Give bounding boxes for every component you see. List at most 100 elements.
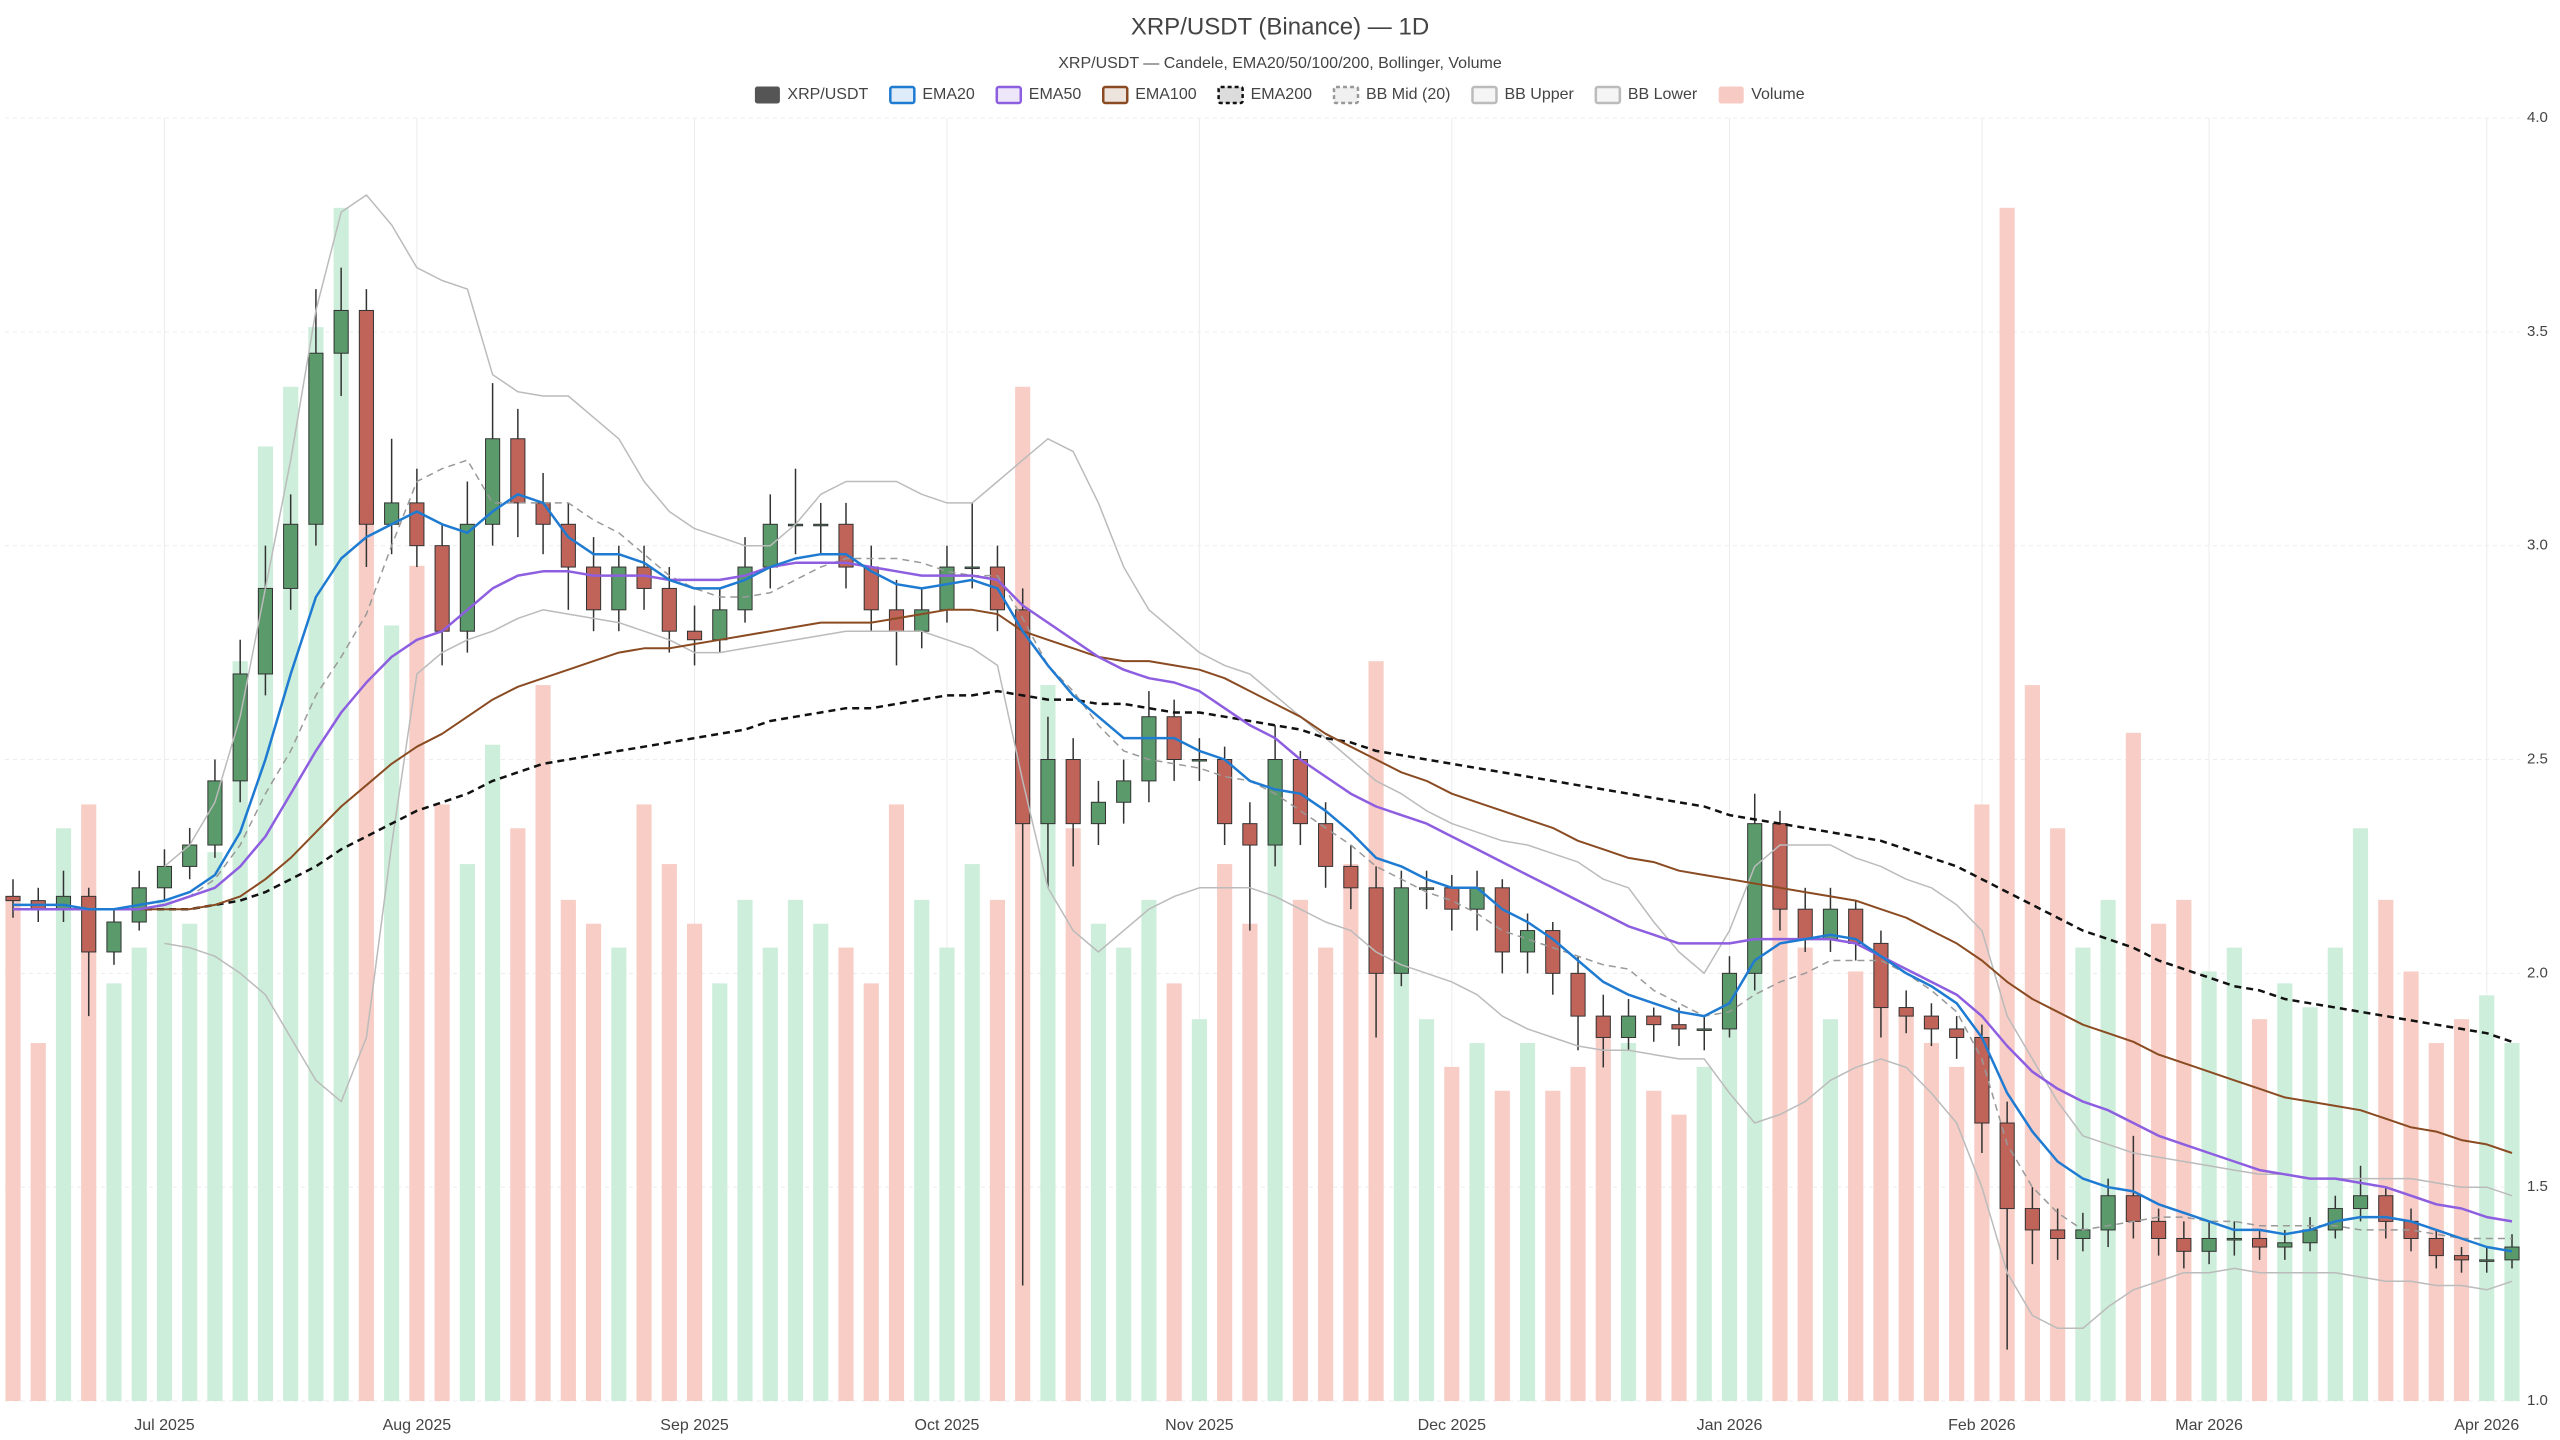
candle-body [1116,780,1132,803]
candle-body [813,523,829,527]
x-tick-label: Feb 2026 [1948,1417,2016,1434]
volume-bar [409,565,425,1401]
axis-layer: 1.0 1.5 2.0 2.5 3.0 3.5 4.0 Jul 2025 Aug 2025 Sep… [134,109,2548,1434]
candle-body [2024,1208,2040,1231]
volume-bar [1620,1043,1637,1401]
candle-body [2050,1229,2066,1239]
volume-bar [1999,207,2015,1401]
volume-bar [1721,1019,1738,1401]
volume-bar [232,661,248,1401]
volume-bar [1065,828,1081,1401]
volume-bar [2428,1043,2444,1401]
volume-bar [737,899,753,1401]
volume-bar [1696,1066,1712,1401]
candle-body [283,523,299,589]
legend-swatch [995,85,1023,105]
volume-bar [1671,1114,1687,1401]
volume-bar [434,804,450,1401]
candle-body [1065,759,1081,825]
volume-bar [55,828,72,1401]
y-tick-label: 2.5 [2527,750,2548,767]
candle-body [1646,1015,1662,1026]
volume-bar [1343,864,1359,1401]
candle-body [1090,801,1106,825]
legend-label: BB Mid (20) [1366,86,1450,103]
candle-body [2100,1195,2116,1231]
indicator-line [13,493,2513,1253]
volume-bar [1318,947,1334,1401]
volume-bar [1090,923,1106,1401]
legend-swatch [1471,85,1498,105]
y-tick-label: 2.0 [2527,964,2548,981]
legend-swatch [754,86,780,104]
candle-body [2125,1195,2141,1222]
y-tick-label: 1.5 [2527,1178,2548,1195]
volume-bar [2352,828,2369,1401]
volume-bar [1797,947,1813,1401]
volume-layer [5,207,2520,1401]
candle-body [1595,1015,1611,1038]
volume-bar [510,828,526,1401]
volume-bar [131,947,147,1401]
volume-bar [2378,899,2394,1401]
legend-label: EMA50 [1029,86,1082,103]
volume-bar [2302,1007,2318,1401]
candle-body [333,309,349,354]
candle-body [1620,1015,1637,1038]
candle-body [686,630,703,641]
candle-body [1999,1122,2015,1210]
volume-bar [914,899,930,1401]
candle-body [1393,887,1409,974]
volume-bar [1419,1019,1435,1401]
candle-body [1671,1024,1687,1030]
candle-body [1570,972,1586,1017]
legend-swatch [1217,85,1244,105]
volume-bar [1217,864,1233,1401]
y-tick-label: 1.0 [2527,1392,2548,1409]
candle-body [2176,1237,2192,1252]
indicator-line [13,561,2513,1223]
volume-bar [2075,947,2091,1401]
volume-bar [2201,971,2217,1401]
volume-bar [863,983,879,1401]
volume-bar [2403,971,2419,1401]
volume-bar [459,864,475,1401]
volume-bar [712,983,728,1401]
candle-body [434,545,450,632]
volume-bar [1646,1090,1662,1401]
legend-swatch [1594,85,1622,105]
volume-bar [2024,685,2040,1401]
candle-body [257,587,273,675]
candle-body [1949,1028,1965,1038]
legend-swatch [1718,86,1744,104]
volume-bar [2226,947,2242,1401]
legend-label: EMA100 [1135,86,1196,103]
volume-bar [2100,899,2116,1401]
legend-label: BB Lower [1628,86,1698,103]
volume-bar [1040,685,1056,1401]
candle-body [156,865,173,889]
volume-bar [686,923,703,1401]
volume-bar [2151,923,2167,1401]
x-tick-label: Dec 2025 [1418,1417,1487,1434]
volume-bar [535,685,551,1401]
volume-bar [762,947,778,1401]
volume-bar [1747,852,1763,1401]
volume-bar [560,899,576,1401]
candle-body [611,566,627,611]
candle-body [838,523,854,568]
candle-body [1040,759,1056,825]
volume-bar [1898,1007,1914,1401]
volume-bar [182,923,198,1401]
volume-bar [485,744,501,1401]
x-tick-label: Apr 2026 [2454,1417,2519,1434]
candle-body [1494,887,1510,953]
volume-bar [106,983,122,1401]
x-tick-label: Oct 2025 [915,1417,980,1434]
candle-body [510,438,526,504]
volume-bar [5,899,21,1401]
volume-bar [1772,899,1788,1401]
volume-bar [888,804,905,1401]
candle-body [1242,823,1258,846]
